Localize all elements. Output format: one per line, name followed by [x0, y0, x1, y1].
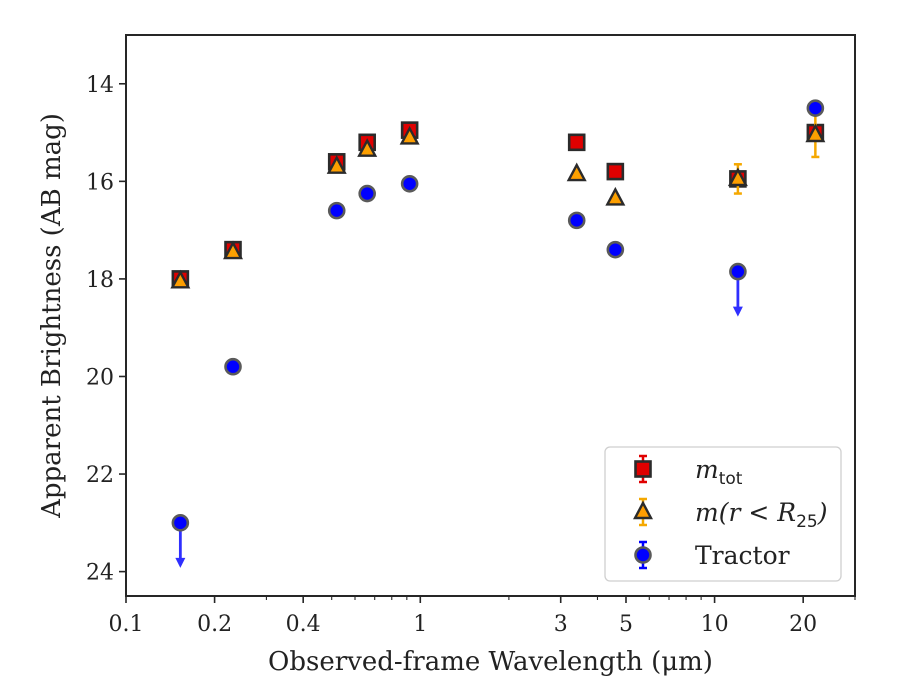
legend: mtot m(r < R25) Tractor: [604, 446, 842, 582]
y-tick-label: 24: [86, 561, 114, 586]
x-tick-label: 0.4: [286, 612, 321, 637]
upper-limit-arrowhead: [732, 306, 743, 317]
x-tick-label: 0.2: [197, 612, 232, 637]
legend-label: Tractor: [695, 541, 790, 570]
plot-frame: [125, 34, 856, 597]
legend-label-main: m(r < R: [695, 498, 796, 527]
legend-label-subscript: 25: [796, 512, 818, 532]
y-tick-label: 14: [86, 73, 114, 98]
legend-label: mtot: [695, 455, 743, 489]
y-tick-label: 20: [86, 365, 114, 390]
y-axis-label: Apparent Brightness (AB mag): [37, 113, 67, 519]
series-2: [170, 111, 826, 289]
legend-marker: [634, 460, 652, 478]
y-tick-label: 18: [86, 268, 114, 293]
legend-label-subscript: tot: [719, 469, 743, 489]
legend-label-tail: ): [817, 498, 828, 527]
y-tick-label: 22: [86, 463, 114, 488]
x-tick-label: 1: [413, 612, 427, 637]
legend-box: [604, 446, 842, 582]
x-tick-label: 10: [701, 612, 729, 637]
legend-marker: [634, 546, 652, 564]
series-1: [171, 121, 825, 288]
x-tick-label: 3: [554, 612, 568, 637]
legend-label-main: m: [695, 455, 719, 484]
y-tick-label: 16: [86, 170, 114, 195]
series-3: [171, 99, 825, 568]
x-tick-label: 5: [619, 612, 633, 637]
upper-limit-arrowhead: [175, 557, 186, 568]
x-tick-label: 20: [789, 612, 817, 637]
plot-area: [170, 99, 826, 568]
legend-label: m(r < R25): [695, 498, 827, 532]
x-tick-label: 0.1: [109, 612, 144, 637]
x-axis-label: Observed-frame Wavelength (μm): [268, 647, 713, 677]
legend-marker: [633, 500, 653, 520]
axes: 0.1 0.2 0.4 1 3 5 10 20 14 16 18 20 22 24: [86, 34, 856, 637]
